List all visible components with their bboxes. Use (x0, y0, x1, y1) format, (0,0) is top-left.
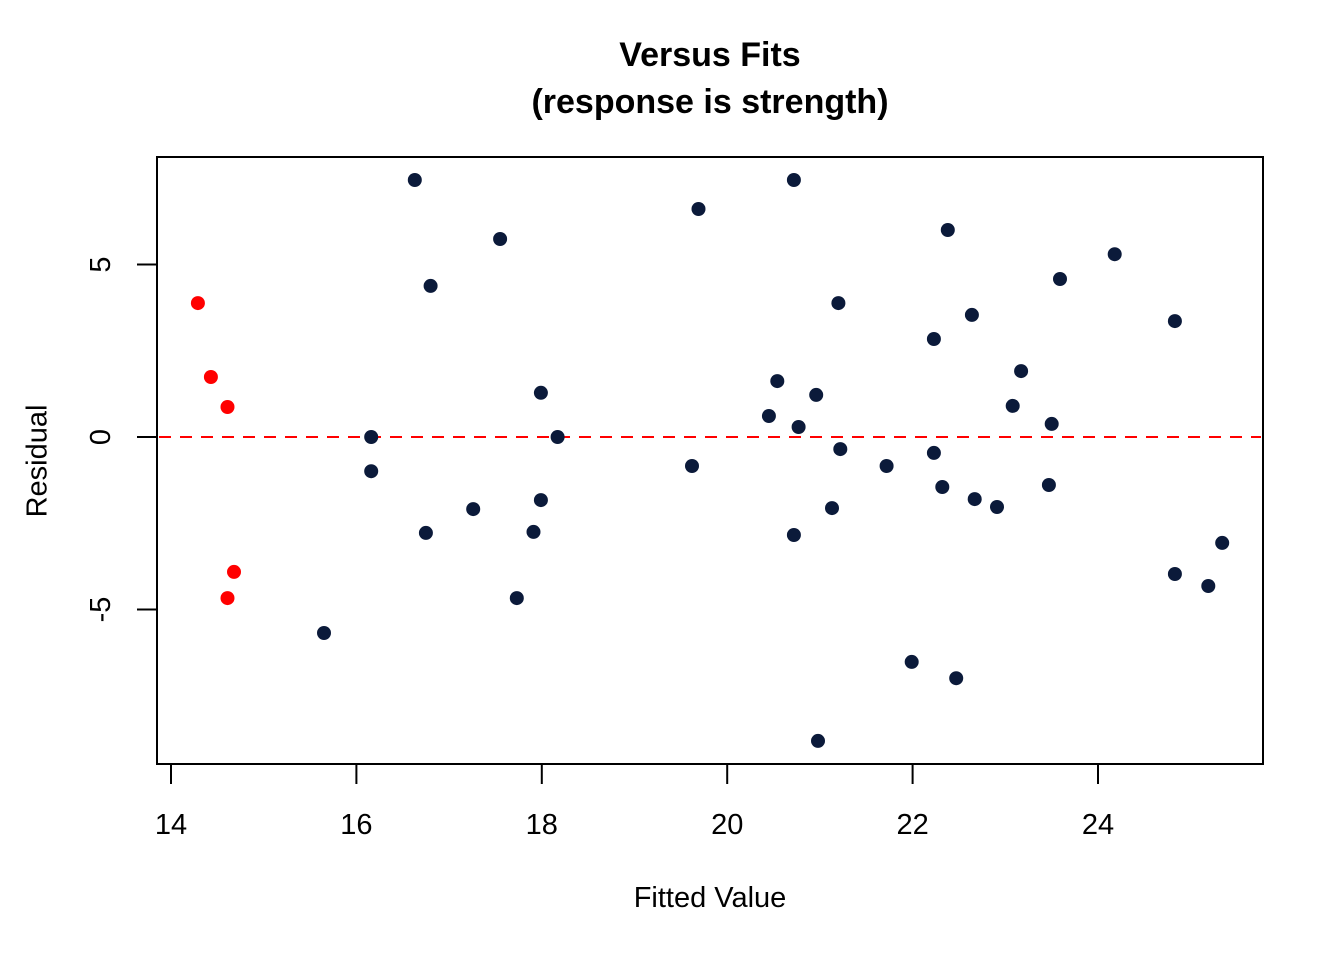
data-point (990, 500, 1004, 514)
x-tick-label: 14 (155, 809, 187, 841)
y-axis: -5 0 5 (85, 256, 158, 623)
y-tick-label: 0 (85, 429, 117, 445)
data-point (940, 223, 955, 237)
data-point (1014, 364, 1029, 379)
x-tick-label: 20 (711, 809, 743, 841)
data-point (1201, 579, 1216, 593)
data-points (190, 173, 1230, 748)
plot-frame (156, 156, 1264, 765)
data-point (317, 626, 331, 640)
y-axis-label: Residual (21, 404, 54, 518)
data-point (1041, 478, 1056, 492)
data-point (509, 591, 524, 606)
data-point (904, 654, 919, 669)
data-point (1107, 247, 1122, 262)
data-point (811, 733, 825, 748)
data-point (466, 502, 481, 517)
data-point (967, 492, 982, 507)
data-point (926, 332, 941, 346)
data-point (203, 370, 218, 384)
data-point (1215, 535, 1230, 550)
data-point (691, 202, 706, 216)
data-point (770, 374, 785, 389)
data-point (1044, 416, 1059, 431)
x-axis: 14 16 18 20 22 24 (155, 763, 1114, 841)
data-point (825, 501, 839, 516)
data-point (418, 525, 433, 540)
data-point (220, 591, 235, 606)
data-point (1005, 398, 1020, 413)
chart-subtitle: (response is strength) (531, 83, 889, 121)
data-point (364, 430, 379, 444)
data-point (423, 278, 438, 293)
data-point (809, 387, 824, 402)
x-tick-label: 22 (896, 809, 928, 841)
data-point (220, 400, 235, 414)
data-point (533, 493, 548, 508)
data-point (407, 173, 422, 187)
data-point (761, 409, 776, 423)
data-point (833, 442, 848, 457)
y-tick-label: 5 (85, 256, 117, 272)
data-point (533, 385, 548, 400)
data-point (786, 528, 801, 542)
x-tick-label: 16 (340, 809, 372, 841)
data-point (364, 464, 379, 479)
data-point (964, 307, 979, 322)
data-point (190, 296, 205, 311)
data-point (493, 232, 508, 246)
chart-title: Versus Fits (619, 36, 801, 74)
data-point (1167, 314, 1182, 329)
data-point (685, 459, 699, 473)
x-axis-label: Fitted Value (633, 882, 787, 914)
data-point (550, 430, 565, 444)
data-point (935, 480, 950, 494)
data-point (791, 420, 806, 434)
x-tick-label: 18 (526, 809, 558, 841)
data-point (879, 459, 894, 473)
data-point (1053, 272, 1067, 286)
data-point (227, 564, 241, 579)
data-point (526, 524, 541, 539)
data-point (949, 671, 964, 686)
x-tick-label: 24 (1082, 809, 1114, 841)
data-point (926, 445, 941, 460)
y-tick-label: -5 (85, 597, 117, 623)
data-point (786, 173, 801, 187)
data-point (831, 296, 846, 311)
data-point (1167, 567, 1182, 581)
